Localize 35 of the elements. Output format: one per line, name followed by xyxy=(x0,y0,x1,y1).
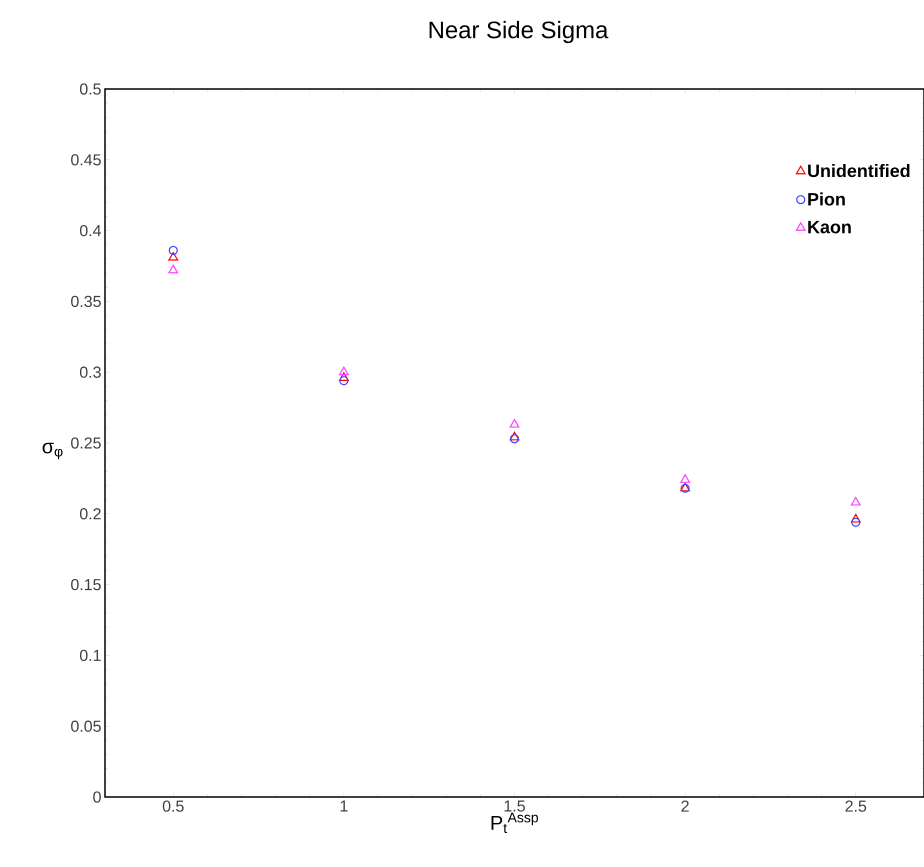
x-tick-label: 1 xyxy=(340,800,348,812)
y-tick-label: 0.25 xyxy=(71,437,101,449)
point xyxy=(339,376,348,386)
y-tick-label: 0.4 xyxy=(80,224,102,236)
legend-label: Unidentified xyxy=(808,164,910,178)
y-tick-label: 0.2 xyxy=(80,508,101,520)
point xyxy=(338,366,349,376)
point xyxy=(680,474,690,483)
x-tick-label: 1.5 xyxy=(504,800,525,812)
point xyxy=(510,432,520,440)
y-tick-label: 0.5 xyxy=(80,83,101,95)
point xyxy=(510,434,520,444)
y-tick-label: 0.05 xyxy=(71,720,101,732)
point xyxy=(510,419,520,428)
legend-label: Kaon xyxy=(808,220,851,234)
y-tick-label: 0.45 xyxy=(71,154,101,166)
y-tick-label: 0.15 xyxy=(71,578,101,590)
x-tick-label: 2.5 xyxy=(845,800,866,812)
legend-label: Pion xyxy=(808,192,845,206)
y-tick-label: 0.35 xyxy=(71,296,101,308)
y-axis-title: σ$_{φ}$ xyxy=(42,442,63,460)
y-tick-label: 0.1 xyxy=(80,650,101,662)
point xyxy=(850,496,861,506)
point xyxy=(851,518,860,527)
x-axis-title: P$_{t}$Assp xyxy=(492,812,538,833)
point xyxy=(850,514,861,523)
chart-title: Near Side Sigma xyxy=(430,20,608,44)
point xyxy=(168,264,178,274)
x-tick-label: 0.5 xyxy=(162,800,184,812)
y-tick-label: 0.3 xyxy=(80,366,101,378)
y-tick-label: 0 xyxy=(93,791,101,803)
point xyxy=(338,372,349,381)
point xyxy=(168,252,178,261)
point xyxy=(168,246,178,256)
x-tick-label: 2 xyxy=(681,800,689,812)
